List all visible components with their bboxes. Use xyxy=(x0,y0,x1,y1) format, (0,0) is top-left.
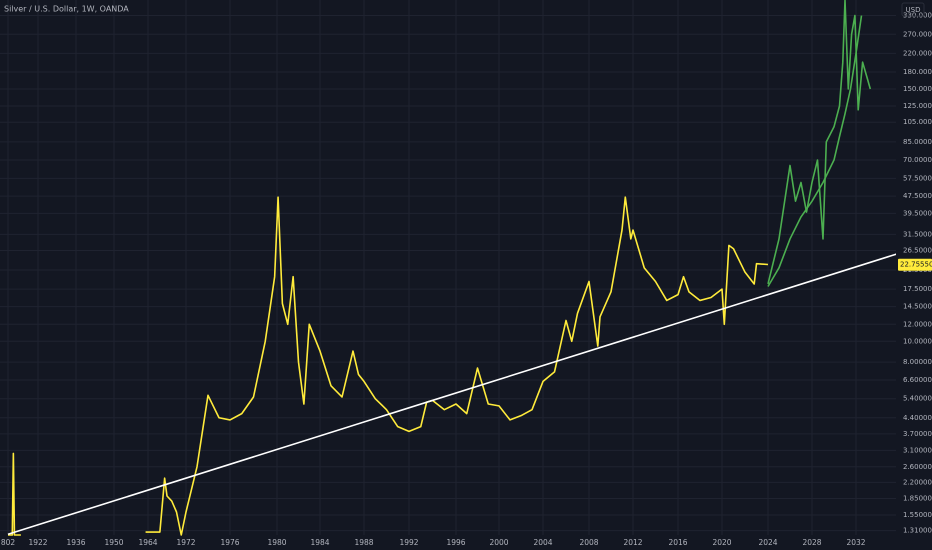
x-tick-label: 2016 xyxy=(668,538,687,547)
x-tick-label: 1950 xyxy=(104,538,123,547)
y-tick-label: 47.50000 xyxy=(903,192,932,200)
currency-box[interactable] xyxy=(901,2,925,17)
x-tick-label: 2020 xyxy=(712,538,731,547)
y-tick-label: 6.60000 xyxy=(903,376,932,384)
y-tick-label: 125.00000 xyxy=(903,102,932,110)
y-tick-label: 57.50000 xyxy=(903,174,932,182)
price-badge xyxy=(898,258,932,271)
series-line xyxy=(8,196,769,536)
y-tick-label: 2.60000 xyxy=(903,463,932,471)
y-tick-label: 180.00000 xyxy=(903,68,932,76)
x-tick-label: 1972 xyxy=(176,538,195,547)
x-tick-label: 1980 xyxy=(267,538,286,547)
x-tick-label: 1936 xyxy=(66,538,85,547)
y-tick-label: 270.00000 xyxy=(903,30,932,38)
y-tick-label: 14.50000 xyxy=(903,303,932,311)
x-tick-label: 2028 xyxy=(802,538,821,547)
x-tick-label: 1922 xyxy=(28,538,47,547)
x-tick-label: 1988 xyxy=(354,538,373,547)
series-line xyxy=(767,0,872,285)
price-label: 22.75550 xyxy=(900,261,932,269)
x-tick-label: 2004 xyxy=(533,538,552,547)
series-line xyxy=(767,15,863,287)
x-tick-label: 2000 xyxy=(489,538,508,547)
x-tick-label: 1996 xyxy=(446,538,465,547)
y-tick-label: 1.85000 xyxy=(903,494,932,502)
y-tick-label: 150.00000 xyxy=(903,85,932,93)
y-tick-label: 1.55000 xyxy=(903,511,932,519)
currency[interactable]: USD xyxy=(906,6,921,14)
plot xyxy=(7,0,901,536)
y-tick-label: 5.40000 xyxy=(903,395,932,403)
y-tick-label: 4.40000 xyxy=(903,414,932,422)
y-tick-label: 17.50000 xyxy=(903,285,932,293)
y-tick-label: 220.00000 xyxy=(903,49,932,57)
y-tick-label: 31.50000 xyxy=(903,230,932,238)
y-tick-label: 70.00000 xyxy=(903,156,932,164)
y-tick-label: 12.00000 xyxy=(903,320,932,328)
x-tick-label: 2024 xyxy=(758,538,777,547)
x-tick-label: 2012 xyxy=(623,538,642,547)
y-tick-label: 3.10000 xyxy=(903,446,932,454)
price-axis xyxy=(896,0,932,550)
x-tick-label: 1984 xyxy=(310,538,329,547)
y-tick-label: 85.00000 xyxy=(903,138,932,146)
y-tick-label: 105.00000 xyxy=(903,118,932,126)
y-tick-label: 3.70000 xyxy=(903,430,932,438)
y-tick-label: 10.00000 xyxy=(903,337,932,345)
axis: 1.31000 1.55000 1.85000 2.20000 2.60000 3.100… xyxy=(1,12,932,547)
x-tick-label: 1992 xyxy=(399,538,418,547)
y-tick-label: 1.31000 xyxy=(903,527,932,535)
y-tick-label: 26.50000 xyxy=(903,246,932,254)
y-tick-label: 2.20000 xyxy=(903,478,932,486)
x-tick-label: 2008 xyxy=(579,538,598,547)
x-tick-label: 802 xyxy=(1,538,16,547)
chart-title: Silver / U.S. Dollar, 1W, OANDA xyxy=(4,5,129,14)
series-line xyxy=(7,252,901,536)
y-tick-label: 39.50000 xyxy=(903,209,932,217)
x-tick-label: 1964 xyxy=(138,538,157,547)
x-tick-label: 2032 xyxy=(846,538,865,547)
grid xyxy=(0,0,896,535)
y-tick-label: 8.00000 xyxy=(903,358,932,366)
x-tick-label: 1976 xyxy=(220,538,239,547)
